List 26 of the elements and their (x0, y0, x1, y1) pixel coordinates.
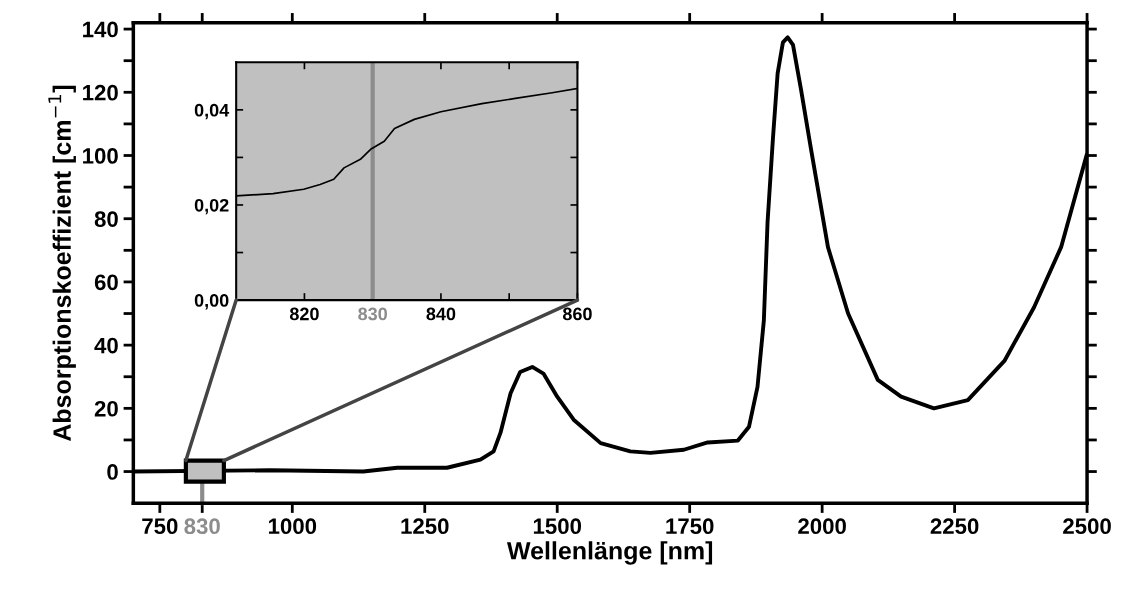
x-tick-label: 2000 (798, 518, 846, 535)
x-tick-label: 2250 (930, 518, 979, 535)
y-tick-label: 20 (94, 400, 118, 417)
y-tick-label: 40 (94, 337, 118, 354)
x-tick-label: 820 (289, 307, 319, 321)
y-tick-label: 0,00 (194, 294, 229, 310)
y-tick-label: 60 (94, 274, 118, 291)
x-tick-label: 1250 (401, 518, 449, 535)
x-tick-label: 830 (358, 307, 387, 321)
y-tick-label: 100 (83, 148, 118, 164)
x-tick-label: 840 (426, 307, 456, 321)
x-tick-label: 2500 (1063, 518, 1111, 535)
x-tick-label: 830 (184, 518, 220, 535)
x-tick-label: 860 (562, 307, 592, 321)
y-axis-title: Absorptionskoeffizient [cm$^{−1}$] (48, 85, 76, 442)
x-tick-label: 1500 (533, 518, 582, 535)
x-axis-title: Wellenlänge [nm] (506, 541, 713, 565)
y-tick-label: 140 (83, 21, 118, 38)
y-tick-label: 80 (94, 211, 118, 227)
y-tick-label: 120 (83, 84, 118, 101)
x-tick-label: 750 (142, 518, 178, 535)
y-tick-label: 0,04 (194, 103, 230, 120)
x-tick-label: 1750 (666, 518, 714, 535)
x-tick-label: 1000 (268, 518, 317, 535)
y-tick-label: 0,02 (194, 198, 229, 215)
y-tick-label: 0 (107, 464, 118, 480)
